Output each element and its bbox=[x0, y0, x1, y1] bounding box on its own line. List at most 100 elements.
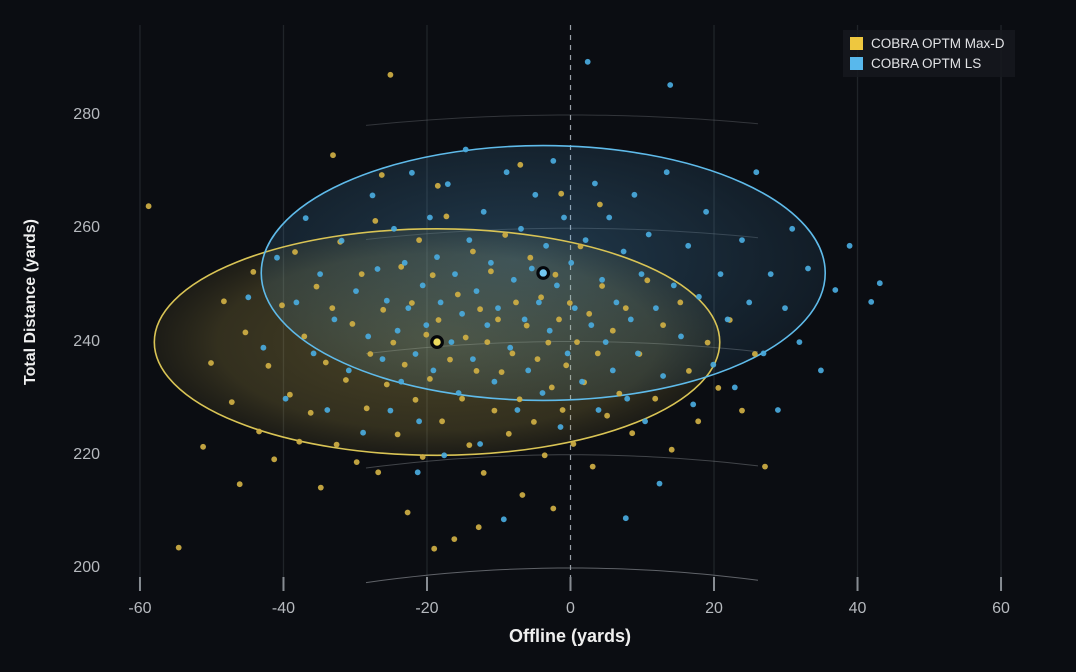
data-point-maxd[interactable] bbox=[322, 359, 329, 366]
data-point-ls[interactable] bbox=[394, 327, 401, 334]
data-point-maxd[interactable] bbox=[686, 368, 692, 374]
data-point-ls[interactable] bbox=[539, 390, 546, 396]
data-point-ls[interactable] bbox=[703, 208, 709, 215]
data-point-maxd[interactable] bbox=[531, 419, 537, 425]
legend-item-maxd[interactable]: COBRA OPTM Max-D bbox=[850, 36, 1005, 51]
data-point-ls[interactable] bbox=[638, 271, 645, 277]
data-point-ls[interactable] bbox=[245, 294, 252, 301]
data-point-maxd[interactable] bbox=[513, 299, 519, 306]
data-point-maxd[interactable] bbox=[559, 407, 566, 413]
data-point-ls[interactable] bbox=[360, 429, 366, 436]
data-point-ls[interactable] bbox=[365, 333, 372, 340]
data-point-maxd[interactable] bbox=[447, 356, 453, 363]
data-point-maxd[interactable] bbox=[762, 463, 768, 470]
data-point-ls[interactable] bbox=[782, 305, 788, 311]
data-point-ls[interactable] bbox=[514, 407, 521, 413]
data-point-ls[interactable] bbox=[663, 169, 670, 176]
data-point-maxd[interactable] bbox=[604, 412, 610, 419]
data-point-maxd[interactable] bbox=[443, 213, 450, 220]
data-point-ls[interactable] bbox=[369, 192, 376, 199]
data-point-maxd[interactable] bbox=[677, 299, 684, 306]
data-point-maxd[interactable] bbox=[333, 441, 340, 448]
data-point-maxd[interactable] bbox=[752, 351, 758, 357]
data-point-maxd[interactable] bbox=[597, 201, 603, 208]
data-point-maxd[interactable] bbox=[404, 509, 411, 516]
data-point-ls[interactable] bbox=[409, 169, 415, 176]
data-point-maxd[interactable] bbox=[477, 306, 483, 313]
data-point-maxd[interactable] bbox=[616, 390, 623, 397]
data-point-maxd[interactable] bbox=[566, 300, 573, 306]
data-point-ls[interactable] bbox=[338, 237, 345, 244]
data-point-ls[interactable] bbox=[434, 254, 440, 260]
data-point-maxd[interactable] bbox=[570, 441, 577, 447]
data-point-maxd[interactable] bbox=[398, 263, 405, 270]
data-point-maxd[interactable] bbox=[622, 305, 629, 311]
data-point-ls[interactable] bbox=[690, 401, 697, 408]
data-point-ls[interactable] bbox=[387, 407, 394, 414]
data-point-maxd[interactable] bbox=[541, 452, 548, 459]
data-point-ls[interactable] bbox=[739, 237, 745, 244]
data-point-maxd[interactable] bbox=[473, 368, 480, 374]
data-point-maxd[interactable] bbox=[313, 283, 320, 290]
data-point-maxd[interactable] bbox=[431, 545, 438, 552]
data-point-maxd[interactable] bbox=[236, 481, 243, 488]
data-point-maxd[interactable] bbox=[660, 322, 666, 328]
data-point-maxd[interactable] bbox=[462, 334, 469, 341]
data-point-ls[interactable] bbox=[518, 225, 524, 232]
data-point-ls[interactable] bbox=[627, 316, 634, 323]
data-point-maxd[interactable] bbox=[317, 484, 324, 491]
data-point-ls[interactable] bbox=[310, 350, 317, 357]
data-point-ls[interactable] bbox=[401, 259, 408, 266]
data-point-maxd[interactable] bbox=[480, 470, 487, 476]
data-point-ls[interactable] bbox=[613, 299, 620, 306]
data-point-ls[interactable] bbox=[631, 191, 638, 198]
data-point-ls[interactable] bbox=[532, 191, 539, 198]
data-point-maxd[interactable] bbox=[470, 248, 476, 255]
data-point-ls[interactable] bbox=[642, 418, 648, 425]
data-point-maxd[interactable] bbox=[401, 361, 408, 368]
data-point-ls[interactable] bbox=[437, 299, 444, 306]
data-point-maxd[interactable] bbox=[228, 399, 235, 405]
legend-item-ls[interactable]: COBRA OPTM LS bbox=[850, 56, 1005, 71]
data-point-ls[interactable] bbox=[606, 214, 613, 221]
data-point-ls[interactable] bbox=[599, 276, 605, 283]
data-point-maxd[interactable] bbox=[516, 396, 523, 403]
data-point-ls[interactable] bbox=[507, 344, 514, 351]
data-point-ls[interactable] bbox=[592, 180, 598, 187]
data-point-ls[interactable] bbox=[653, 305, 659, 311]
data-point-maxd[interactable] bbox=[279, 302, 285, 309]
data-point-ls[interactable] bbox=[868, 299, 875, 305]
data-point-ls[interactable] bbox=[796, 339, 803, 345]
data-point-maxd[interactable] bbox=[419, 454, 426, 460]
data-point-maxd[interactable] bbox=[412, 396, 419, 403]
data-point-ls[interactable] bbox=[546, 327, 553, 334]
data-point-maxd[interactable] bbox=[545, 339, 552, 346]
data-point-maxd[interactable] bbox=[383, 381, 390, 388]
data-point-maxd[interactable] bbox=[527, 254, 534, 261]
data-point-maxd[interactable] bbox=[523, 322, 530, 329]
data-point-ls[interactable] bbox=[477, 441, 483, 447]
data-point-maxd[interactable] bbox=[363, 405, 370, 412]
data-point-ls[interactable] bbox=[645, 231, 652, 238]
data-point-ls[interactable] bbox=[678, 333, 684, 340]
data-point-ls[interactable] bbox=[789, 225, 796, 232]
data-point-ls[interactable] bbox=[602, 339, 609, 345]
data-point-maxd[interactable] bbox=[475, 524, 482, 531]
data-point-ls[interactable] bbox=[670, 282, 677, 289]
data-point-ls[interactable] bbox=[470, 356, 476, 362]
data-point-ls[interactable] bbox=[528, 265, 535, 272]
data-point-maxd[interactable] bbox=[488, 268, 494, 275]
data-point-ls[interactable] bbox=[620, 248, 627, 255]
data-point-maxd[interactable] bbox=[466, 442, 473, 448]
data-point-ls[interactable] bbox=[302, 215, 309, 222]
data-point-ls[interactable] bbox=[405, 305, 412, 311]
data-point-maxd[interactable] bbox=[390, 339, 397, 346]
data-point-maxd[interactable] bbox=[292, 249, 298, 255]
data-point-maxd[interactable] bbox=[484, 339, 491, 345]
data-point-ls[interactable] bbox=[746, 299, 753, 306]
data-point-maxd[interactable] bbox=[652, 395, 659, 402]
data-point-ls[interactable] bbox=[473, 288, 480, 294]
data-point-maxd[interactable] bbox=[574, 339, 580, 345]
data-point-ls[interactable] bbox=[484, 322, 491, 328]
